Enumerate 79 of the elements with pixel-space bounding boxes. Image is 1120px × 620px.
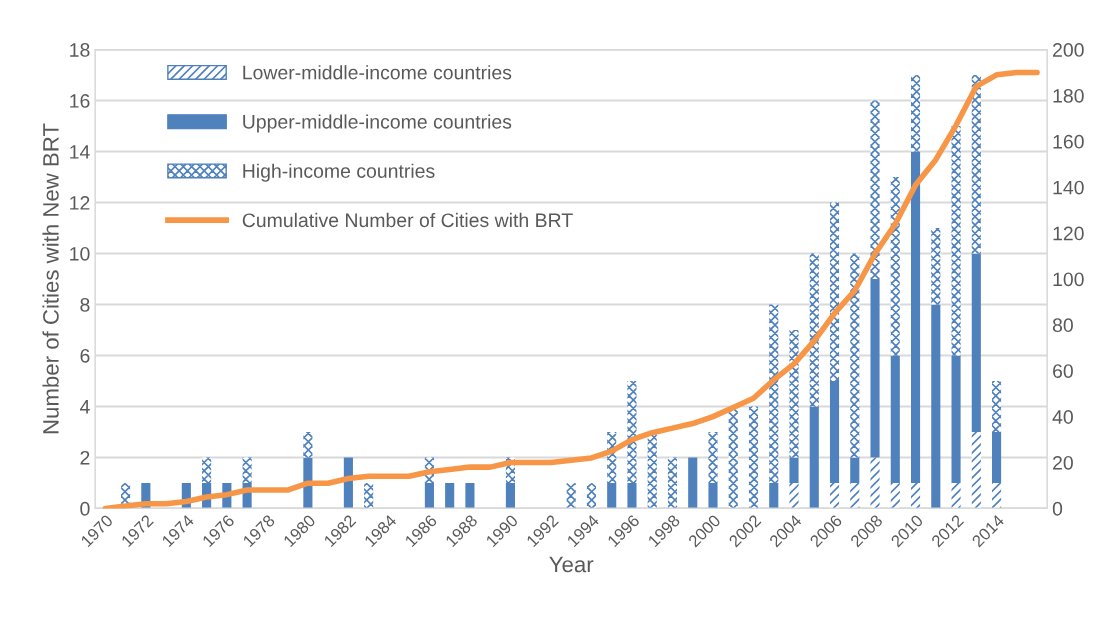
bar — [708, 431, 718, 483]
y2-tick-label: 80 — [1052, 318, 1073, 333]
bar — [627, 482, 637, 509]
legend-label: High-income countries — [243, 163, 435, 182]
y2-tick-label: 100 — [1053, 272, 1084, 287]
y-tick-label: 6 — [80, 348, 90, 363]
y-tick-label: 2 — [80, 450, 90, 465]
bar — [829, 482, 840, 509]
y-axis-title: Number of Cities with New BRT — [42, 123, 59, 434]
y2-tick-label: 160 — [1053, 134, 1084, 149]
bar — [850, 457, 860, 483]
y-tick-label: 0 — [80, 501, 90, 516]
bar — [242, 457, 252, 483]
bar — [910, 151, 921, 483]
bar — [809, 406, 819, 509]
bar — [951, 355, 961, 483]
bar — [607, 482, 617, 509]
y2-tick-label: 140 — [1053, 180, 1084, 195]
bar — [748, 406, 759, 509]
bar — [992, 431, 1002, 483]
bar — [445, 482, 455, 509]
bar — [870, 100, 880, 279]
y-tick-label: 14 — [70, 145, 90, 159]
x-axis-title: Year — [549, 556, 594, 573]
bar — [586, 482, 597, 509]
bar — [829, 202, 840, 381]
y-tick-label: 8 — [80, 297, 90, 312]
bar — [850, 253, 860, 458]
bar — [789, 457, 799, 483]
legend-label: Cumulative Number of Cities with BRT — [242, 212, 573, 228]
bar — [688, 457, 698, 509]
legend-label: Upper-middle-income countries — [243, 114, 512, 133]
legend-label: Lower-middle-income countries — [243, 65, 512, 80]
bar — [971, 253, 981, 432]
bar — [364, 482, 374, 509]
y-tick-label: 16 — [70, 94, 90, 108]
bar — [910, 482, 921, 509]
bar — [769, 482, 779, 509]
bar — [971, 75, 981, 254]
bar — [769, 304, 779, 483]
bar — [728, 406, 738, 509]
bar — [971, 431, 981, 509]
bar — [910, 75, 921, 152]
bar — [870, 279, 880, 458]
bar — [931, 228, 941, 305]
bar — [202, 457, 212, 483]
y-tick-label: 12 — [70, 196, 90, 210]
y2-tick-label: 0 — [1052, 501, 1063, 516]
bar — [303, 431, 313, 458]
bar — [951, 126, 961, 356]
y-tick-label: 18 — [70, 43, 90, 57]
y2-tick-label: 180 — [1053, 88, 1084, 103]
bar — [505, 482, 515, 509]
bar — [566, 482, 576, 509]
bar — [789, 329, 799, 458]
bar — [708, 482, 718, 509]
bar — [992, 482, 1002, 509]
y2-tick-label: 200 — [1053, 43, 1084, 57]
y-tick-label: 4 — [79, 400, 90, 414]
y2-tick-label: 40 — [1052, 410, 1073, 424]
y2-tick-label: 60 — [1053, 364, 1073, 378]
bar — [890, 355, 900, 483]
bar — [931, 304, 941, 509]
bar — [424, 482, 434, 509]
bar — [789, 482, 799, 509]
bar — [667, 457, 678, 509]
bar — [627, 380, 637, 483]
bar — [829, 380, 840, 483]
bar — [870, 457, 880, 509]
bar — [951, 482, 961, 509]
bar — [992, 380, 1002, 432]
bar — [850, 482, 860, 509]
y2-tick-label: 120 — [1053, 226, 1084, 241]
bar — [809, 253, 819, 407]
y2-tick-label: 20 — [1053, 455, 1073, 470]
bar — [465, 482, 475, 509]
bar — [890, 482, 900, 509]
y-tick-label: 10 — [70, 246, 90, 261]
bar — [890, 177, 900, 356]
